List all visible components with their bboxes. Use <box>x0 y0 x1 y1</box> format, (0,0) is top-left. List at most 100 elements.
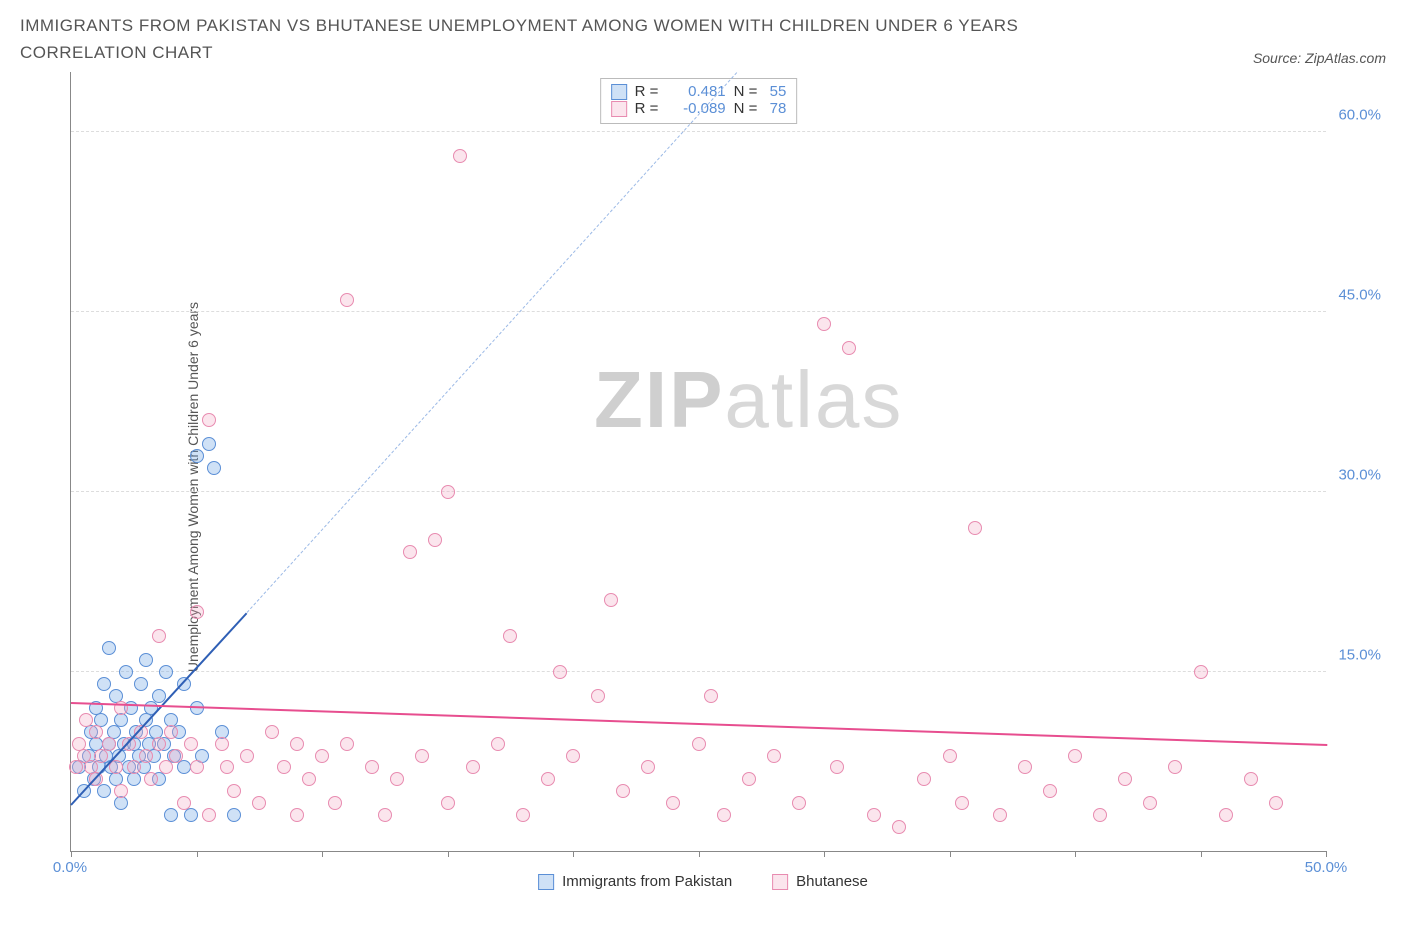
chart-container: Unemployment Among Women with Children U… <box>20 72 1386 902</box>
marker-bhutanese <box>1018 760 1032 774</box>
marker-bhutanese <box>1244 772 1258 786</box>
marker-bhutanese <box>1043 784 1057 798</box>
marker-bhutanese <box>190 760 204 774</box>
swatch-bhutanese <box>611 101 627 117</box>
y-tick-label: 30.0% <box>1338 466 1381 483</box>
marker-bhutanese <box>240 749 254 763</box>
marker-bhutanese <box>491 737 505 751</box>
marker-bhutanese <box>604 593 618 607</box>
x-tick-label: 50.0% <box>1305 859 1348 876</box>
marker-bhutanese <box>830 760 844 774</box>
marker-bhutanese <box>89 725 103 739</box>
marker-bhutanese <box>152 629 166 643</box>
marker-bhutanese <box>704 689 718 703</box>
legend-label-bhutanese: Bhutanese <box>796 873 868 890</box>
marker-bhutanese <box>184 737 198 751</box>
marker-bhutanese <box>215 737 229 751</box>
marker-pakistan <box>97 784 111 798</box>
marker-bhutanese <box>159 760 173 774</box>
marker-bhutanese <box>917 772 931 786</box>
watermark-bold: ZIP <box>594 355 724 444</box>
marker-bhutanese <box>127 760 141 774</box>
marker-bhutanese <box>717 808 731 822</box>
marker-bhutanese <box>152 737 166 751</box>
marker-bhutanese <box>503 629 517 643</box>
n-label: N = <box>734 83 762 100</box>
watermark-light: atlas <box>724 355 903 444</box>
marker-bhutanese <box>1093 808 1107 822</box>
marker-bhutanese <box>220 760 234 774</box>
marker-bhutanese <box>1168 760 1182 774</box>
marker-bhutanese <box>1068 749 1082 763</box>
marker-bhutanese <box>968 521 982 535</box>
marker-bhutanese <box>403 545 417 559</box>
marker-bhutanese <box>378 808 392 822</box>
marker-pakistan <box>127 772 141 786</box>
r-label: R = <box>635 83 663 100</box>
marker-bhutanese <box>139 749 153 763</box>
marker-bhutanese <box>114 784 128 798</box>
n-value-pakistan: 55 <box>770 83 787 100</box>
header: IMMIGRANTS FROM PAKISTAN VS BHUTANESE UN… <box>20 12 1386 66</box>
n-value-bhutanese: 78 <box>770 100 787 117</box>
marker-bhutanese <box>1194 665 1208 679</box>
swatch-pakistan <box>538 874 554 890</box>
chart-title: IMMIGRANTS FROM PAKISTAN VS BHUTANESE UN… <box>20 12 1120 66</box>
marker-bhutanese <box>69 760 83 774</box>
marker-pakistan <box>207 461 221 475</box>
marker-pakistan <box>102 641 116 655</box>
marker-bhutanese <box>666 796 680 810</box>
marker-bhutanese <box>79 713 93 727</box>
marker-bhutanese <box>553 665 567 679</box>
marker-bhutanese <box>340 737 354 751</box>
marker-bhutanese <box>892 820 906 834</box>
marker-pakistan <box>190 449 204 463</box>
y-tick-label: 45.0% <box>1338 287 1381 304</box>
marker-bhutanese <box>767 749 781 763</box>
marker-bhutanese <box>415 749 429 763</box>
marker-bhutanese <box>641 760 655 774</box>
marker-bhutanese <box>742 772 756 786</box>
marker-bhutanese <box>277 760 291 774</box>
marker-bhutanese <box>1219 808 1233 822</box>
marker-bhutanese <box>441 485 455 499</box>
y-tick-label: 60.0% <box>1338 107 1381 124</box>
marker-bhutanese <box>102 737 116 751</box>
watermark: ZIPatlas <box>594 354 903 446</box>
swatch-bhutanese <box>772 874 788 890</box>
marker-bhutanese <box>390 772 404 786</box>
marker-bhutanese <box>365 760 379 774</box>
marker-bhutanese <box>993 808 1007 822</box>
trendline-pakistan-extrapolated <box>246 73 737 614</box>
marker-pakistan <box>139 653 153 667</box>
marker-bhutanese <box>792 796 806 810</box>
marker-bhutanese <box>817 317 831 331</box>
swatch-pakistan <box>611 84 627 100</box>
legend-item-bhutanese: Bhutanese <box>772 873 868 890</box>
marker-pakistan <box>159 665 173 679</box>
marker-pakistan <box>114 796 128 810</box>
marker-bhutanese <box>541 772 555 786</box>
marker-bhutanese <box>169 749 183 763</box>
marker-bhutanese <box>252 796 266 810</box>
marker-bhutanese <box>466 760 480 774</box>
marker-bhutanese <box>453 149 467 163</box>
marker-pakistan <box>164 808 178 822</box>
marker-bhutanese <box>202 808 216 822</box>
marker-bhutanese <box>428 533 442 547</box>
legend-item-pakistan: Immigrants from Pakistan <box>538 873 732 890</box>
marker-bhutanese <box>177 796 191 810</box>
marker-bhutanese <box>516 808 530 822</box>
marker-bhutanese <box>109 760 123 774</box>
marker-bhutanese <box>227 784 241 798</box>
marker-bhutanese <box>1143 796 1157 810</box>
x-tick-label: 0.0% <box>53 859 87 876</box>
marker-bhutanese <box>943 749 957 763</box>
r-label: R = <box>635 100 663 117</box>
marker-bhutanese <box>1118 772 1132 786</box>
marker-bhutanese <box>202 413 216 427</box>
correlation-legend: R = 0.481 N = 55 R = -0.089 N = 78 <box>600 78 798 124</box>
marker-pakistan <box>227 808 241 822</box>
marker-bhutanese <box>190 605 204 619</box>
marker-pakistan <box>134 677 148 691</box>
